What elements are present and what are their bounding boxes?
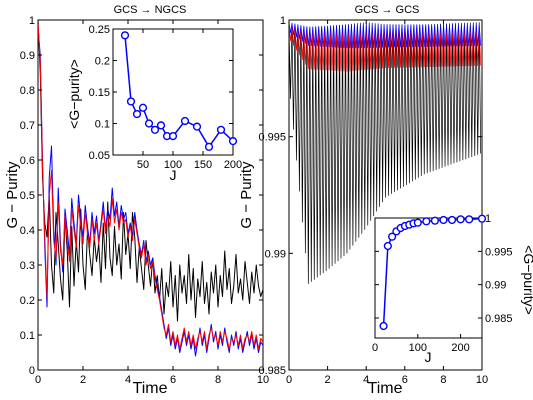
right-ytick-label: 0.99	[265, 248, 286, 260]
left-inset-xtick-label: 200	[224, 159, 242, 171]
right-ytick-label: 0.995	[258, 132, 286, 144]
right-inset-marker	[430, 216, 440, 225]
right-inset-marker	[422, 217, 431, 226]
right-xtick-label: 4	[363, 374, 369, 386]
left-inset-xlabel: J	[170, 167, 177, 183]
left-ytick-label: 0.1	[20, 330, 35, 342]
left-ytick-label: 0.9	[20, 50, 35, 62]
left-inset-ytick-label: 0.2	[95, 56, 110, 68]
right-inset-marker	[465, 215, 474, 224]
right-series-group	[289, 21, 482, 284]
right-xlabel: Time	[368, 380, 403, 397]
left-series-group	[38, 20, 263, 357]
right-ytick-label: 0.985	[258, 365, 286, 377]
left-ytick-label: 0.5	[20, 190, 35, 202]
right-inset-marker	[439, 215, 448, 225]
left-inset-ytick-label: 0.1	[95, 119, 110, 131]
left-inset-ytick-label: 0.15	[89, 87, 110, 99]
left-ytick-label: 0.2	[20, 295, 35, 307]
right-series-1	[289, 21, 482, 284]
right-xtick-label: 10	[476, 374, 488, 386]
left-series-1	[38, 20, 263, 322]
left-ytick-label: 1	[29, 15, 35, 27]
right-inset-marker	[477, 214, 487, 223]
right-inset-ytick-label: 0.99	[485, 280, 506, 292]
left-title: GCS → NGCS	[114, 4, 187, 16]
right-inset-marker	[456, 215, 465, 224]
right-series-3	[289, 22, 482, 49]
left-inset-marker	[150, 125, 160, 134]
left-inset-marker	[132, 109, 142, 119]
left-ytick-label: 0.3	[20, 260, 35, 272]
left-inset-marker	[204, 142, 214, 151]
right-inset-marker	[379, 321, 388, 331]
left-xtick-label: 2	[80, 374, 86, 386]
left-inset-marker	[156, 121, 166, 130]
right-inset-xtick-label: 0	[372, 342, 378, 354]
right-inset-xtick-label: 100	[409, 342, 427, 354]
right-inset-marker	[413, 218, 422, 227]
panel-left: 0 2 4 6 8 1000.10.20.30.40.50.60.70.80.91GCS …	[4, 4, 269, 397]
left-ytick-label: 0.6	[20, 155, 35, 167]
right-xtick-label: 6	[402, 374, 408, 386]
right-inset-marker	[447, 215, 457, 225]
right-ylabel: G − Purity	[238, 161, 255, 229]
left-xlabel: Time	[133, 380, 168, 397]
left-inset-marker	[138, 103, 148, 112]
left-xtick-label: 6	[170, 374, 176, 386]
right-xtick-label: 2	[325, 374, 331, 386]
left-inset-xtick-label: 100	[164, 159, 182, 171]
left-xtick-label: 10	[257, 374, 269, 386]
left-inset-xtick-label: 150	[194, 159, 212, 171]
right-inset-ytick-label: 1	[485, 213, 491, 225]
left-inset-ylabel: <G−purity>	[66, 59, 82, 129]
right-xtick-label: 0	[286, 374, 292, 386]
right-inset-marker	[388, 232, 397, 241]
right-xtick-label: 8	[440, 374, 446, 386]
left-inset-ytick-label: 0.25	[89, 24, 110, 36]
left-inset-marker	[144, 119, 154, 128]
left-ytick-label: 0.4	[20, 225, 35, 237]
right-inset-ylabel: <G−purity>	[521, 245, 533, 315]
left-inset-marker	[228, 137, 238, 146]
left-inset-marker	[168, 132, 178, 141]
right-inset-marker	[383, 241, 392, 251]
right-inset-xlabel: J	[425, 349, 432, 365]
left-xtick-label: 8	[215, 374, 221, 386]
left-inset-ytick-label: 0.05	[89, 150, 110, 162]
left-inset-xtick-label: 50	[137, 159, 149, 171]
left-inset-marker	[216, 125, 226, 134]
right-ytick-label: 1	[280, 15, 286, 27]
left-inset-marker	[126, 97, 136, 106]
right-inset-ytick-label: 0.995	[485, 246, 513, 258]
left-ytick-label: 0.7	[20, 120, 35, 132]
right-title: GCS → GCS	[355, 4, 420, 16]
right-series-2	[289, 24, 482, 72]
left-xtick-label: 4	[125, 374, 131, 386]
right-inset-ytick-label: 0.985	[485, 313, 513, 325]
left-xtick-label: 0	[35, 374, 41, 386]
right-inset-xtick-label: 200	[451, 342, 469, 354]
left-inset-marker	[192, 122, 202, 131]
left-inset-marker	[120, 31, 130, 40]
left-ylabel: G − Purity	[4, 161, 21, 229]
left-ytick-label: 0.8	[20, 85, 35, 97]
left-series-3	[38, 23, 263, 350]
left-ytick-label: 0	[29, 365, 35, 377]
left-inset-marker	[180, 116, 190, 126]
